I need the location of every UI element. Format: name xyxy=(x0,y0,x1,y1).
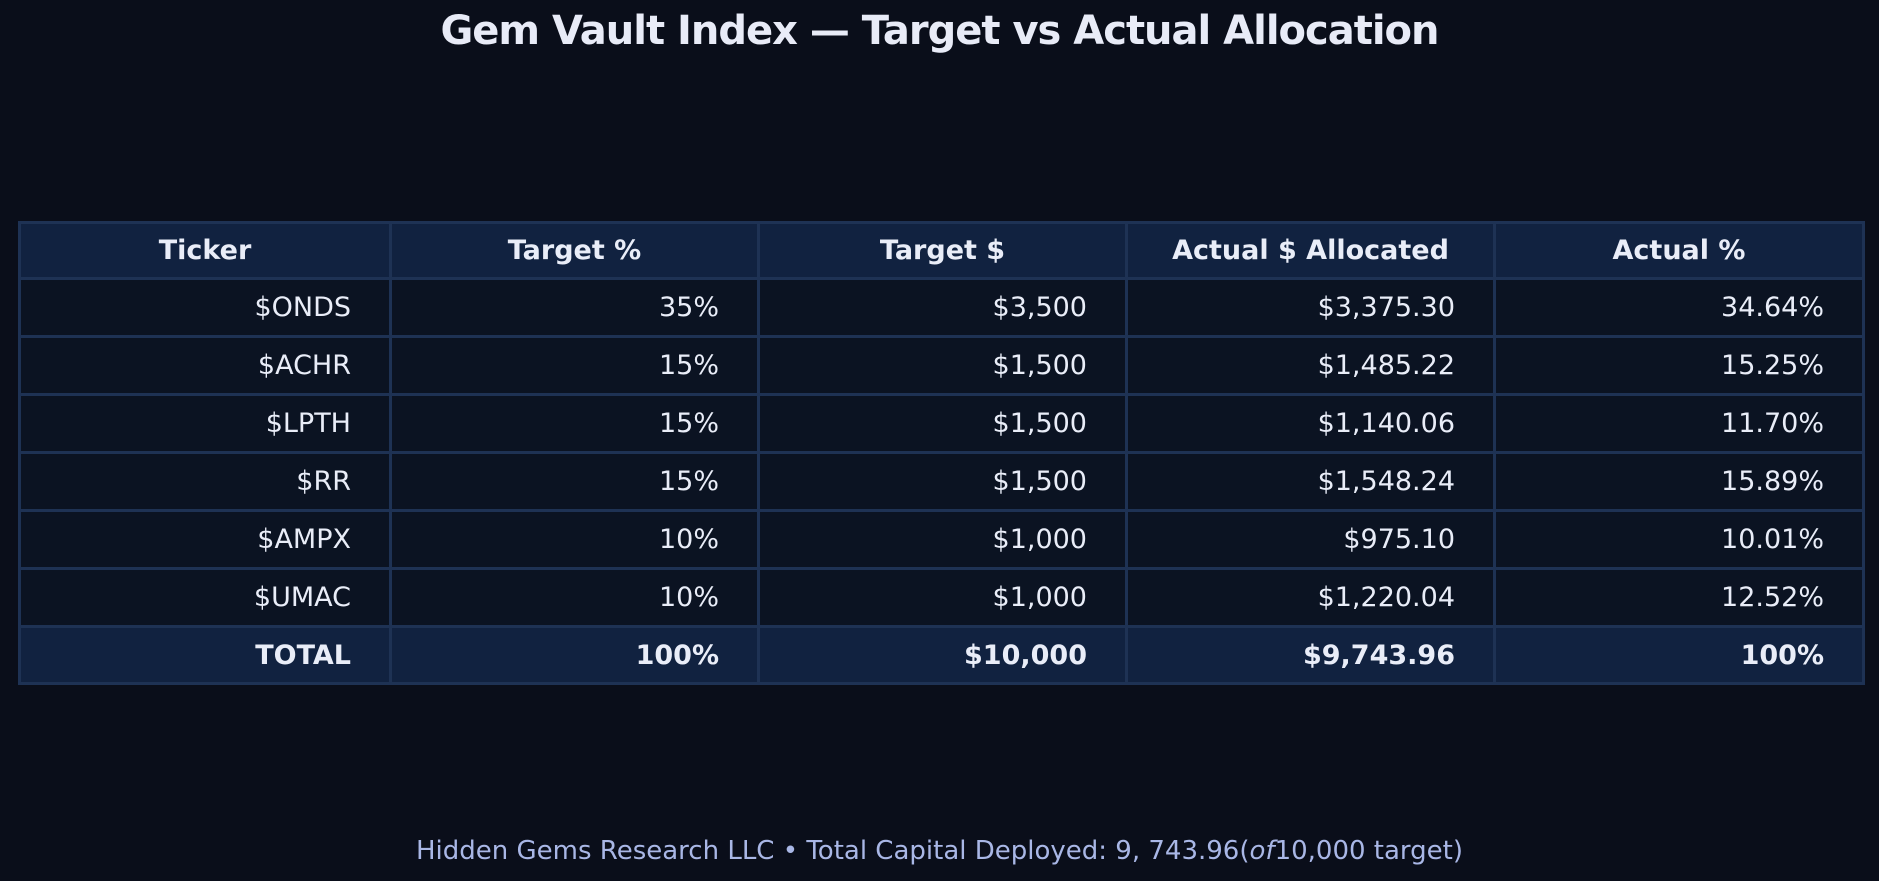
table-row-ampx: $AMPX 10% $1,000 $975.10 10.01% xyxy=(18,509,1865,570)
cell-target-pct: 15% xyxy=(389,451,760,512)
cell-ticker: $LPTH xyxy=(18,393,392,454)
cell-actual-pct: 34.64% xyxy=(1493,277,1865,338)
cell-actual-pct: 11.70% xyxy=(1493,393,1865,454)
cell-actual-pct: 15.89% xyxy=(1493,451,1865,512)
total-row: TOTAL 100% $10,000 $9,743.96 100% xyxy=(18,625,1865,685)
cell-ticker: $ACHR xyxy=(18,335,392,396)
cell-ticker: $ONDS xyxy=(18,277,392,338)
total-target-pct: 100% xyxy=(389,625,760,685)
cell-actual-usd: $1,485.22 xyxy=(1125,335,1496,396)
cell-target-usd: $1,500 xyxy=(757,451,1128,512)
table-row-achr: $ACHR 15% $1,500 $1,485.22 15.25% xyxy=(18,335,1865,396)
cell-actual-usd: $1,140.06 xyxy=(1125,393,1496,454)
cell-actual-usd: $3,375.30 xyxy=(1125,277,1496,338)
footer-caption: Hidden Gems Research LLC • Total Capital… xyxy=(0,836,1879,866)
cell-target-usd: $1,000 xyxy=(757,567,1128,628)
total-target-usd: $10,000 xyxy=(757,625,1128,685)
cell-target-pct: 35% xyxy=(389,277,760,338)
col-header-target-usd: Target $ xyxy=(757,221,1128,280)
col-header-actual-pct: Actual % xyxy=(1493,221,1865,280)
col-header-actual-usd: Actual $ Allocated xyxy=(1125,221,1496,280)
footer-text-suffix: 10,000 target) xyxy=(1274,836,1463,866)
cell-actual-usd: $1,548.24 xyxy=(1125,451,1496,512)
cell-target-pct: 15% xyxy=(389,393,760,454)
total-actual-usd: $9,743.96 xyxy=(1125,625,1496,685)
table-row-onds: $ONDS 35% $3,500 $3,375.30 34.64% xyxy=(18,277,1865,338)
cell-target-usd: $1,500 xyxy=(757,335,1128,396)
cell-ticker: $RR xyxy=(18,451,392,512)
footer-text-italic-of: of xyxy=(1249,836,1275,866)
cell-target-pct: 15% xyxy=(389,335,760,396)
cell-actual-pct: 15.25% xyxy=(1493,335,1865,396)
cell-target-pct: 10% xyxy=(389,567,760,628)
allocation-table: Ticker Target % Target $ Actual $ Alloca… xyxy=(18,221,1865,685)
footer-text-prefix: Hidden Gems Research LLC • Total Capital… xyxy=(416,836,1250,866)
total-label: TOTAL xyxy=(18,625,392,685)
col-header-target-pct: Target % xyxy=(389,221,760,280)
header-row: Ticker Target % Target $ Actual $ Alloca… xyxy=(18,221,1865,280)
cell-target-usd: $3,500 xyxy=(757,277,1128,338)
cell-actual-pct: 12.52% xyxy=(1493,567,1865,628)
cell-target-pct: 10% xyxy=(389,509,760,570)
cell-ticker: $AMPX xyxy=(18,509,392,570)
page-title: Gem Vault Index — Target vs Actual Alloc… xyxy=(440,8,1439,54)
total-actual-pct: 100% xyxy=(1493,625,1865,685)
table-row-lpth: $LPTH 15% $1,500 $1,140.06 11.70% xyxy=(18,393,1865,454)
cell-ticker: $UMAC xyxy=(18,567,392,628)
col-header-ticker: Ticker xyxy=(18,221,392,280)
cell-actual-pct: 10.01% xyxy=(1493,509,1865,570)
cell-actual-usd: $975.10 xyxy=(1125,509,1496,570)
cell-target-usd: $1,000 xyxy=(757,509,1128,570)
cell-actual-usd: $1,220.04 xyxy=(1125,567,1496,628)
table-row-rr: $RR 15% $1,500 $1,548.24 15.89% xyxy=(18,451,1865,512)
cell-target-usd: $1,500 xyxy=(757,393,1128,454)
table-row-umac: $UMAC 10% $1,000 $1,220.04 12.52% xyxy=(18,567,1865,628)
